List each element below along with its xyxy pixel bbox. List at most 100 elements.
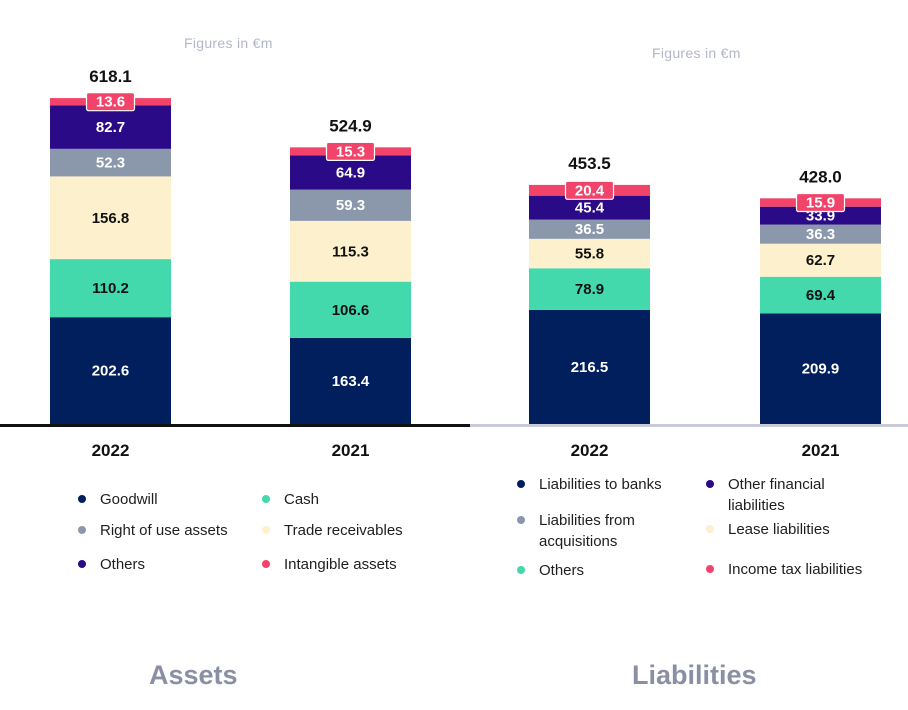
stacked-bar-charts: 202.6 110.2 156.8 52.3 82.7 13.6 618.1 2022 163.… [0, 67, 908, 460]
assets-legend-label-goodwill: Goodwill [100, 491, 158, 508]
chart-baselines [0, 424, 908, 427]
liabilities-bar-2021-other_financial [760, 206, 881, 225]
assets-bar-2021-cash [290, 281, 411, 338]
liabilities-legend-dot-liab_banks [517, 480, 525, 488]
liabilities-legend-item-income_tax: Income tax liabilities [706, 559, 862, 580]
assets-bar-2022-cash [50, 259, 171, 318]
assets-category-label-2022: 2022 [92, 441, 130, 460]
assets-legend-item-right_of_use: Right of use assets [78, 520, 228, 541]
assets-value-label-2021-cash: 106.6 [332, 302, 370, 319]
liabilities-category-label-2021: 2021 [802, 441, 840, 460]
liabilities-legend-dot-other_financial [706, 480, 714, 488]
assets-legend-dot-right_of_use [78, 526, 86, 534]
assets-section-title: Assets [149, 660, 238, 690]
assets-bar-2022-goodwill [50, 317, 171, 424]
liabilities-legend-label-lease: Lease liabilities [728, 521, 830, 538]
liabilities-value-label-2022-other_financial: 45.4 [575, 200, 605, 217]
liabilities-bar-2022-lease [529, 238, 650, 269]
liabilities-value-label-2021-income_tax: 15.9 [806, 195, 835, 212]
assets-value-label-2022-intangible: 13.6 [96, 94, 125, 111]
assets-value-label-2021-trade_receivables: 115.3 [332, 243, 369, 260]
liabilities-legend-label-income_tax: Income tax liabilities [728, 561, 863, 578]
liabilities-value-label-2022-liab_acquisitions: 36.5 [575, 221, 604, 238]
liabilities-baseline [470, 424, 908, 427]
assets-total-label-2021: 524.9 [329, 116, 372, 135]
liabilities-legend-item-lease: Lease liabilities [706, 519, 830, 540]
liabilities-bar-2021-lease [760, 243, 881, 277]
assets-value-label-2022-goodwill: 202.6 [92, 363, 130, 380]
liabilities-legend-label-other_financial: Other financial liabilities [728, 476, 825, 514]
assets-bar-2022-right_of_use [50, 148, 171, 177]
assets-value-label-2022-others: 82.7 [96, 119, 125, 136]
assets-legend-dot-goodwill [78, 495, 86, 503]
liabilities-legend-label-liab_acquisitions: Liabilities from acquisitions [539, 512, 635, 550]
liabilities-units-note: Figures in €m [652, 45, 741, 61]
assets-value-label-2021-others: 64.9 [336, 165, 365, 182]
assets-category-label-2021: 2021 [332, 441, 370, 460]
liabilities-legend-label-liab_others: Others [539, 562, 585, 579]
liabilities-section-title: Liabilities [632, 660, 757, 690]
liabilities-category-label-2022: 2022 [571, 441, 609, 460]
assets-legend-item-trade_receivables: Trade receivables [262, 520, 403, 541]
liabilities-value-label-2022-income_tax: 20.4 [575, 182, 605, 199]
assets-top-label-bg-2022 [85, 92, 136, 112]
liabilities-total-label-2021: 428.0 [799, 167, 842, 186]
liabilities-legend-dot-liab_acquisitions [517, 516, 525, 524]
assets-bar-2022-trade_receivables [50, 176, 171, 260]
assets-legend-label-cash: Cash [284, 491, 320, 508]
liabilities-total-label-2022: 453.5 [568, 154, 611, 173]
assets-legend-label-right_of_use: Right of use assets [100, 522, 228, 539]
assets-bar-2021-goodwill [290, 337, 411, 424]
assets-value-label-2022-trade_receivables: 156.8 [92, 210, 130, 227]
liabilities-legend-item-other_financial: Other financial liabilities [706, 474, 868, 516]
assets-value-label-2022-right_of_use: 52.3 [96, 155, 125, 172]
liabilities-value-label-2022-liab_banks: 216.5 [571, 359, 609, 376]
assets-total-label-2022: 618.1 [89, 67, 132, 86]
liabilities-legend-label-liab_banks: Liabilities to banks [539, 476, 662, 493]
assets-value-label-2021-intangible: 15.3 [336, 143, 365, 160]
liabilities-bar-2021-liab_others [760, 276, 881, 314]
liabilities-top-label-bg-2022 [564, 180, 615, 200]
assets-legend-dot-intangible [262, 560, 270, 568]
liabilities-bar-2022-liab_banks [529, 309, 650, 424]
liabilities-bar-2021-liab_banks [760, 313, 881, 424]
assets-units-note: Figures in €m [184, 35, 273, 51]
assets-value-label-2021-goodwill: 163.4 [332, 373, 370, 390]
assets-legend-item-others: Others [78, 554, 145, 575]
liabilities-bar-2022-liab_others [529, 268, 650, 310]
liabilities-value-label-2021-liab_acquisitions: 36.3 [806, 226, 835, 243]
liabilities-value-label-2021-liab_banks: 209.9 [802, 361, 840, 378]
assets-legend-label-trade_receivables: Trade receivables [284, 522, 403, 539]
liabilities-value-label-2022-liab_others: 78.9 [575, 281, 604, 298]
assets-value-label-2022-cash: 110.2 [92, 280, 129, 297]
assets-bar-2022-others [50, 105, 171, 149]
assets-legend-dot-trade_receivables [262, 526, 270, 534]
chart-bars: 202.6 110.2 156.8 52.3 82.7 13.6 618.1 2022 163.… [50, 67, 881, 460]
assets-baseline [0, 424, 470, 427]
assets-bar-2021-right_of_use [290, 189, 411, 221]
assets-legend-item-goodwill: Goodwill [78, 489, 158, 510]
assets-legend-label-others: Others [100, 556, 146, 573]
liabilities-legend-item-liab_acquisitions: Liabilities from acquisitions [517, 510, 689, 552]
assets-legend-label-intangible: Intangible assets [284, 556, 397, 573]
liabilities-legend-dot-liab_others [517, 566, 525, 574]
assets-legend-item-cash: Cash [262, 489, 319, 510]
assets-bar-2021-trade_receivables [290, 220, 411, 282]
liabilities-legend-dot-lease [706, 525, 714, 533]
liabilities-top-label-bg-2021 [795, 192, 846, 213]
assets-bar-2021-others [290, 155, 411, 190]
assets-legend-dot-others [78, 560, 86, 568]
liabilities-value-label-2022-lease: 55.8 [575, 246, 604, 263]
assets-top-label-bg-2021 [325, 141, 376, 161]
liabilities-legend-item-liab_others: Others [517, 560, 584, 581]
assets-legend-dot-cash [262, 495, 270, 503]
liabilities-bar-2022-other_financial [529, 195, 650, 220]
liabilities-legend-dot-income_tax [706, 565, 714, 573]
liabilities-value-label-2021-liab_others: 69.4 [806, 287, 836, 304]
liabilities-value-label-2021-lease: 62.7 [806, 252, 835, 269]
liabilities-bar-2022-liab_acquisitions [529, 219, 650, 239]
assets-value-label-2021-right_of_use: 59.3 [336, 197, 365, 214]
liabilities-legend-item-liab_banks: Liabilities to banks [517, 474, 709, 495]
liabilities-bar-2021-liab_acquisitions [760, 224, 881, 244]
assets-legend-item-intangible: Intangible assets [262, 554, 397, 575]
